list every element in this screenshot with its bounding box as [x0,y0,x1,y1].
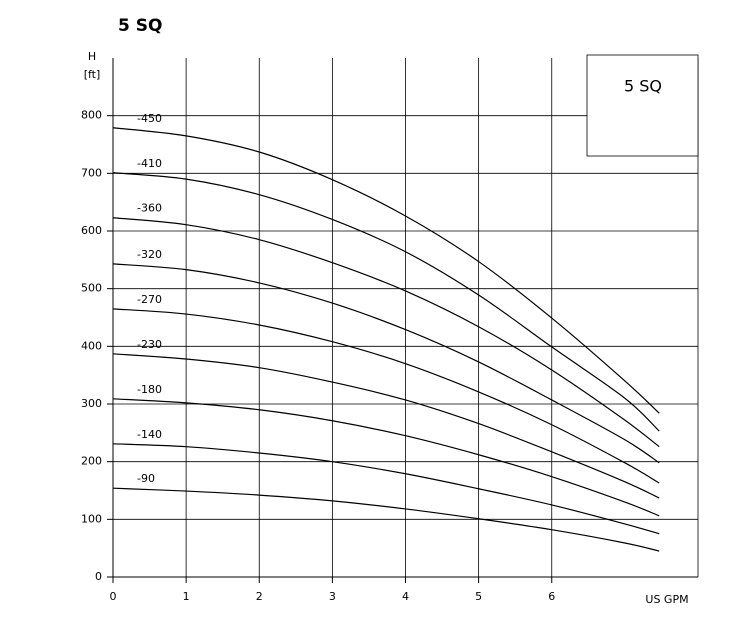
x-tick-label: 5 [475,590,482,603]
curve-label: -270 [137,293,162,306]
pump-curve [112,172,660,432]
curve-label: -360 [137,202,162,215]
y-tick-label: 400 [81,339,102,352]
y-tick-label: 200 [81,455,102,468]
curve-label: -320 [137,248,162,261]
pump-curve [112,217,660,448]
curve-label: -90 [137,472,155,485]
y-tick-label: 500 [81,282,102,295]
y-tick-label: 0 [95,570,102,583]
x-tick-label: 0 [110,590,117,603]
pump-curve [112,487,660,552]
chart-title: 5 SQ [118,16,162,36]
pump-curve [112,263,660,464]
pump-curve [112,398,660,517]
x-tick-label: 6 [548,590,555,603]
y-tick-label: 700 [81,166,102,179]
y-tick-label: 600 [81,224,102,237]
model-label: 5 SQ [624,77,662,96]
pump-curve [112,127,660,414]
curve-label: -180 [137,383,162,396]
pump-curve [112,308,660,484]
x-axis-label: US GPM [645,593,688,606]
curve-label: -230 [137,338,162,351]
y-tick-label: 100 [81,512,102,525]
curve-label: -450 [137,112,162,125]
x-tick-label: 4 [402,590,409,603]
x-tick-label: 2 [256,590,263,603]
x-tick-label: 3 [329,590,336,603]
y-axis-label: H [88,50,96,63]
x-tick-label: 1 [183,590,190,603]
curve-label: -410 [137,157,162,170]
pump-curve [112,353,660,499]
curve-label: -140 [137,428,162,441]
y-axis-unit: [ft] [84,68,101,81]
y-tick-label: 300 [81,397,102,410]
pump-curve [112,443,660,535]
model-box [586,54,699,157]
y-tick-label: 800 [81,109,102,122]
